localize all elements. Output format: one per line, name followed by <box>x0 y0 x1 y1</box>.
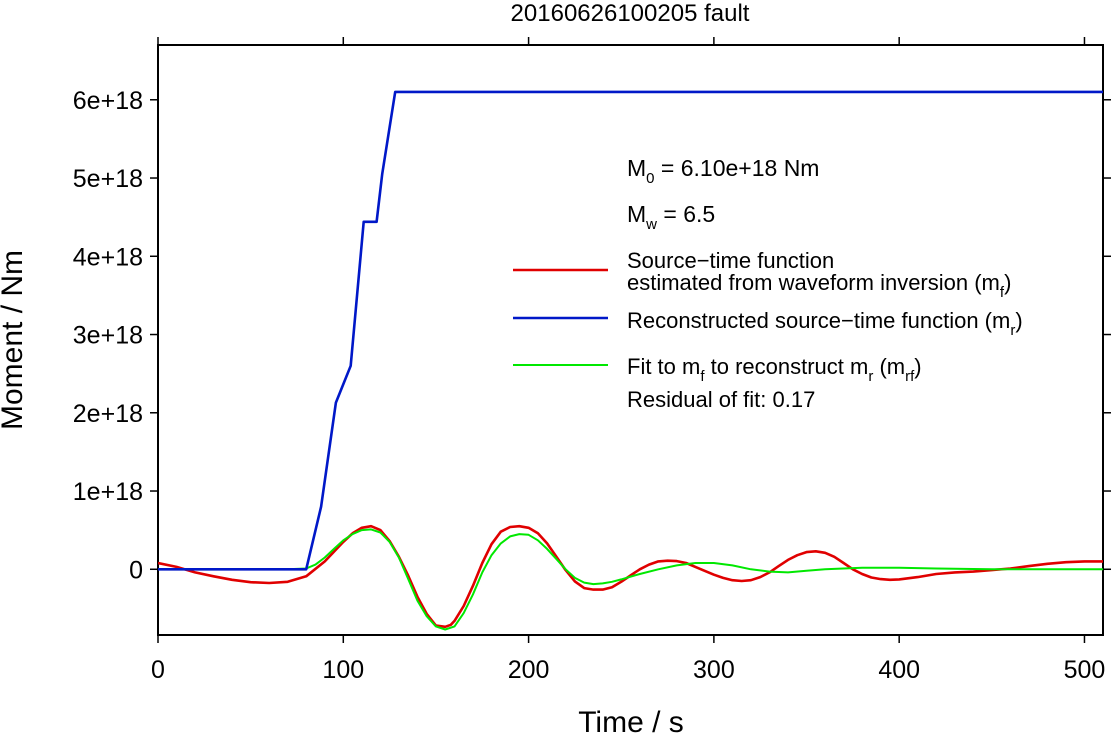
x-tick-label: 0 <box>151 656 165 684</box>
y-tick-label: 6e+18 <box>73 87 143 115</box>
plot-frame <box>157 44 1104 636</box>
series-layer <box>158 90 1103 631</box>
series-line-0 <box>158 524 1103 629</box>
axis-ticks: 0 100 200 300 400 500 0 1e+18 2e+18 3e+18 4e+18 5e+… <box>73 37 1111 684</box>
y-tick-label: 2e+18 <box>73 400 143 428</box>
moment-annotation: M0 = 6.10e+18 Nm <box>627 155 819 187</box>
y-axis-title: Moment / Nm <box>0 250 29 430</box>
legend-label-0: estimated from waveform inversion (mf) <box>627 270 1011 301</box>
x-axis-title: Time / s <box>578 706 684 736</box>
x-tick-label: 400 <box>878 656 920 684</box>
legend-label-2: Fit to mf to reconstruct mr (mrf) <box>627 354 922 385</box>
legend-label-1: Reconstructed source−time function (mr) <box>627 308 1023 339</box>
chart-title: 20160626100205 fault <box>511 0 750 27</box>
x-tick-label: 500 <box>1064 656 1106 684</box>
annotations: M0 = 6.10e+18 Nm Mw = 6.5 Residual of fit:… <box>627 155 819 412</box>
legend-label-0: Source−time function <box>627 248 834 273</box>
residual-annotation: Residual of fit: 0.17 <box>627 387 815 412</box>
y-tick-label: 0 <box>129 556 143 584</box>
x-tick-label: 100 <box>322 656 364 684</box>
x-tick-label: 300 <box>693 656 735 684</box>
y-tick-label: 3e+18 <box>73 322 143 350</box>
series-line-2 <box>158 528 1103 631</box>
x-tick-label: 200 <box>508 656 550 684</box>
y-tick-label: 5e+18 <box>73 165 143 193</box>
y-tick-label: 4e+18 <box>73 243 143 271</box>
y-tick-label: 1e+18 <box>73 478 143 506</box>
series-line-1 <box>158 90 1103 571</box>
magnitude-annotation: Mw = 6.5 <box>627 201 715 233</box>
